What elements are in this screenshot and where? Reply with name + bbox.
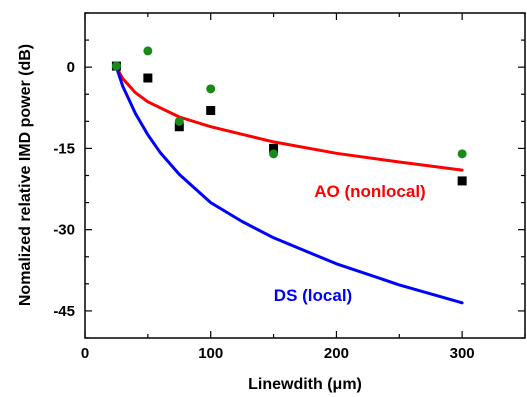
circle-data-point: [174, 116, 184, 126]
annotation-ds: DS (local): [274, 286, 352, 305]
x-axis-label: Linewdith (μm): [248, 376, 362, 393]
circle-data-point: [269, 149, 279, 159]
y-tick-label: -30: [53, 222, 75, 239]
x-tick-label: 200: [324, 345, 349, 362]
x-tick-label: 300: [450, 345, 475, 362]
x-tick-label: 100: [198, 345, 223, 362]
x-tick-label: 0: [81, 345, 89, 362]
ds-local-line: [114, 65, 464, 305]
circle-data-point: [457, 149, 467, 159]
y-axis-label: Nomalized relative IMD power (dB): [17, 44, 34, 306]
square-data-point: [457, 176, 467, 186]
circle-data-point: [111, 61, 121, 71]
square-data-point: [206, 106, 216, 115]
series-lines: [114, 65, 464, 305]
tick-labels: 0 100 200 300 0 -15 -30 -45: [53, 59, 474, 362]
ao-nonlocal-line: [114, 65, 464, 172]
y-tick-label: 0: [67, 59, 75, 76]
y-tick-label: -45: [53, 303, 75, 320]
data-markers: [111, 46, 467, 186]
square-data-point: [143, 73, 153, 83]
axis-ticks: [84, 12, 526, 339]
y-tick-label: -15: [53, 140, 75, 157]
square-data-point: [269, 143, 279, 153]
circle-data-point: [143, 46, 153, 56]
square-data-point: [174, 122, 184, 132]
annotation-ao: AO (nonlocal): [314, 182, 425, 201]
circle-data-point: [206, 84, 216, 94]
